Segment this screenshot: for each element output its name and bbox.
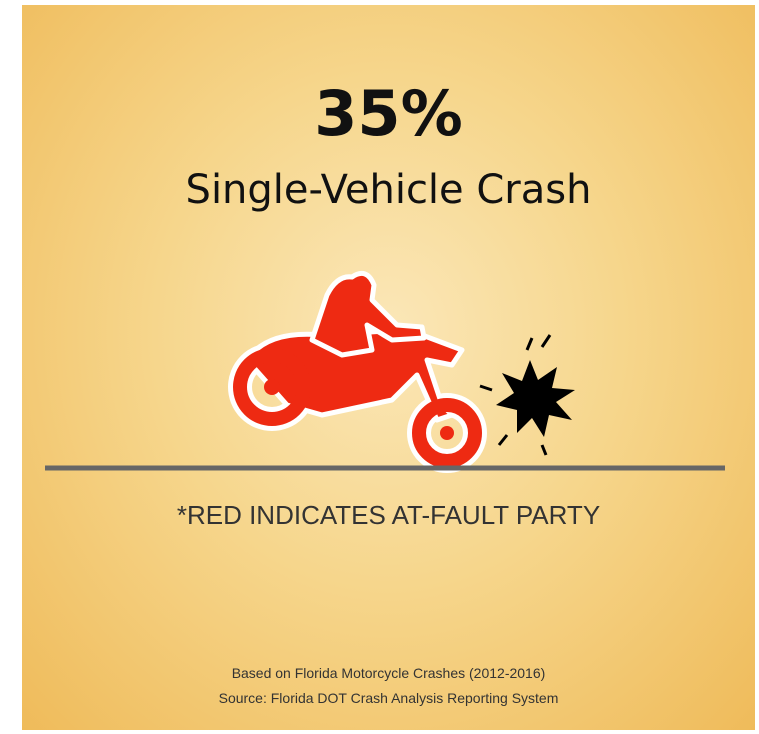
stat: 35% [314, 77, 463, 150]
stat-label: Single-Vehicle Crash [185, 167, 592, 213]
source-line: Source: Florida DOT Crash Analysis Repor… [218, 690, 559, 706]
wheels [233, 348, 482, 468]
impact-burst [496, 360, 575, 437]
source-line: Based on Florida Motorcycle Crashes (201… [231, 665, 546, 681]
note: *RED INDICATES AT-FAULT PARTY [176, 500, 601, 530]
illustration [45, 270, 725, 473]
infographic-card: 35% Single-Vehicle Crash *RED INDICATES … [22, 5, 755, 730]
motorcycle [228, 270, 487, 473]
burst-lines [479, 334, 552, 456]
